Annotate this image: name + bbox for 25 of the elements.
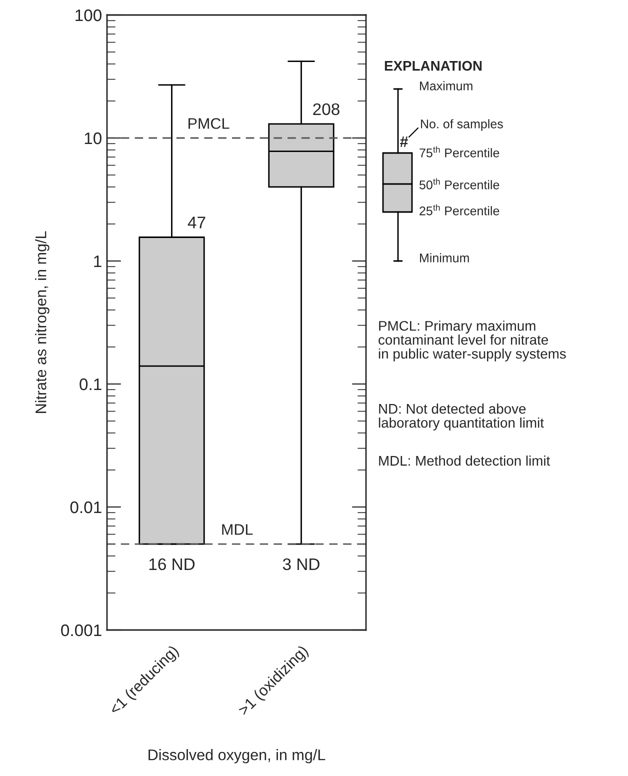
annotation: 3 ND [282,558,320,570]
text: 25$^{th}$ Percentile [420,204,500,216]
ref-line-label: PMCL [188,118,230,129]
text: ND: Not detected above laboratory quantitation limit [378,404,544,430]
text: 50$^{th}$ Percentile [420,178,500,190]
y-tick-label: 0.1 [80,378,102,390]
text: No. of samples [421,119,503,131]
y-tick-label: 0.01 [70,501,102,514]
text: 75$^{th}$ Percentile [420,146,500,158]
text: Maximum [420,81,472,90]
text: Minimum [420,253,469,262]
y-tick-label: 100 [76,9,102,22]
text: MDL: Method detection limit [379,456,550,466]
annotation: 47 [188,216,206,228]
annotation: 16 ND [149,558,195,570]
y-tick-label: 0.001 [61,624,102,636]
text: EXPLANATION [384,60,482,71]
x-axis-title: Dissolved oxygen, in mg/L [148,749,326,764]
text: PMCL: Primary maximum contaminant level for nitrate in public water-supply systems [378,320,566,362]
y-tick-label: 1 [94,256,102,268]
y-axis-title: Nitrate as nitrogen, in mg/L [35,231,50,413]
annotation: 208 [313,103,340,116]
ref-line-label: MDL [222,524,253,535]
text: # [400,136,408,147]
y-tick-label: 10 [84,132,102,144]
